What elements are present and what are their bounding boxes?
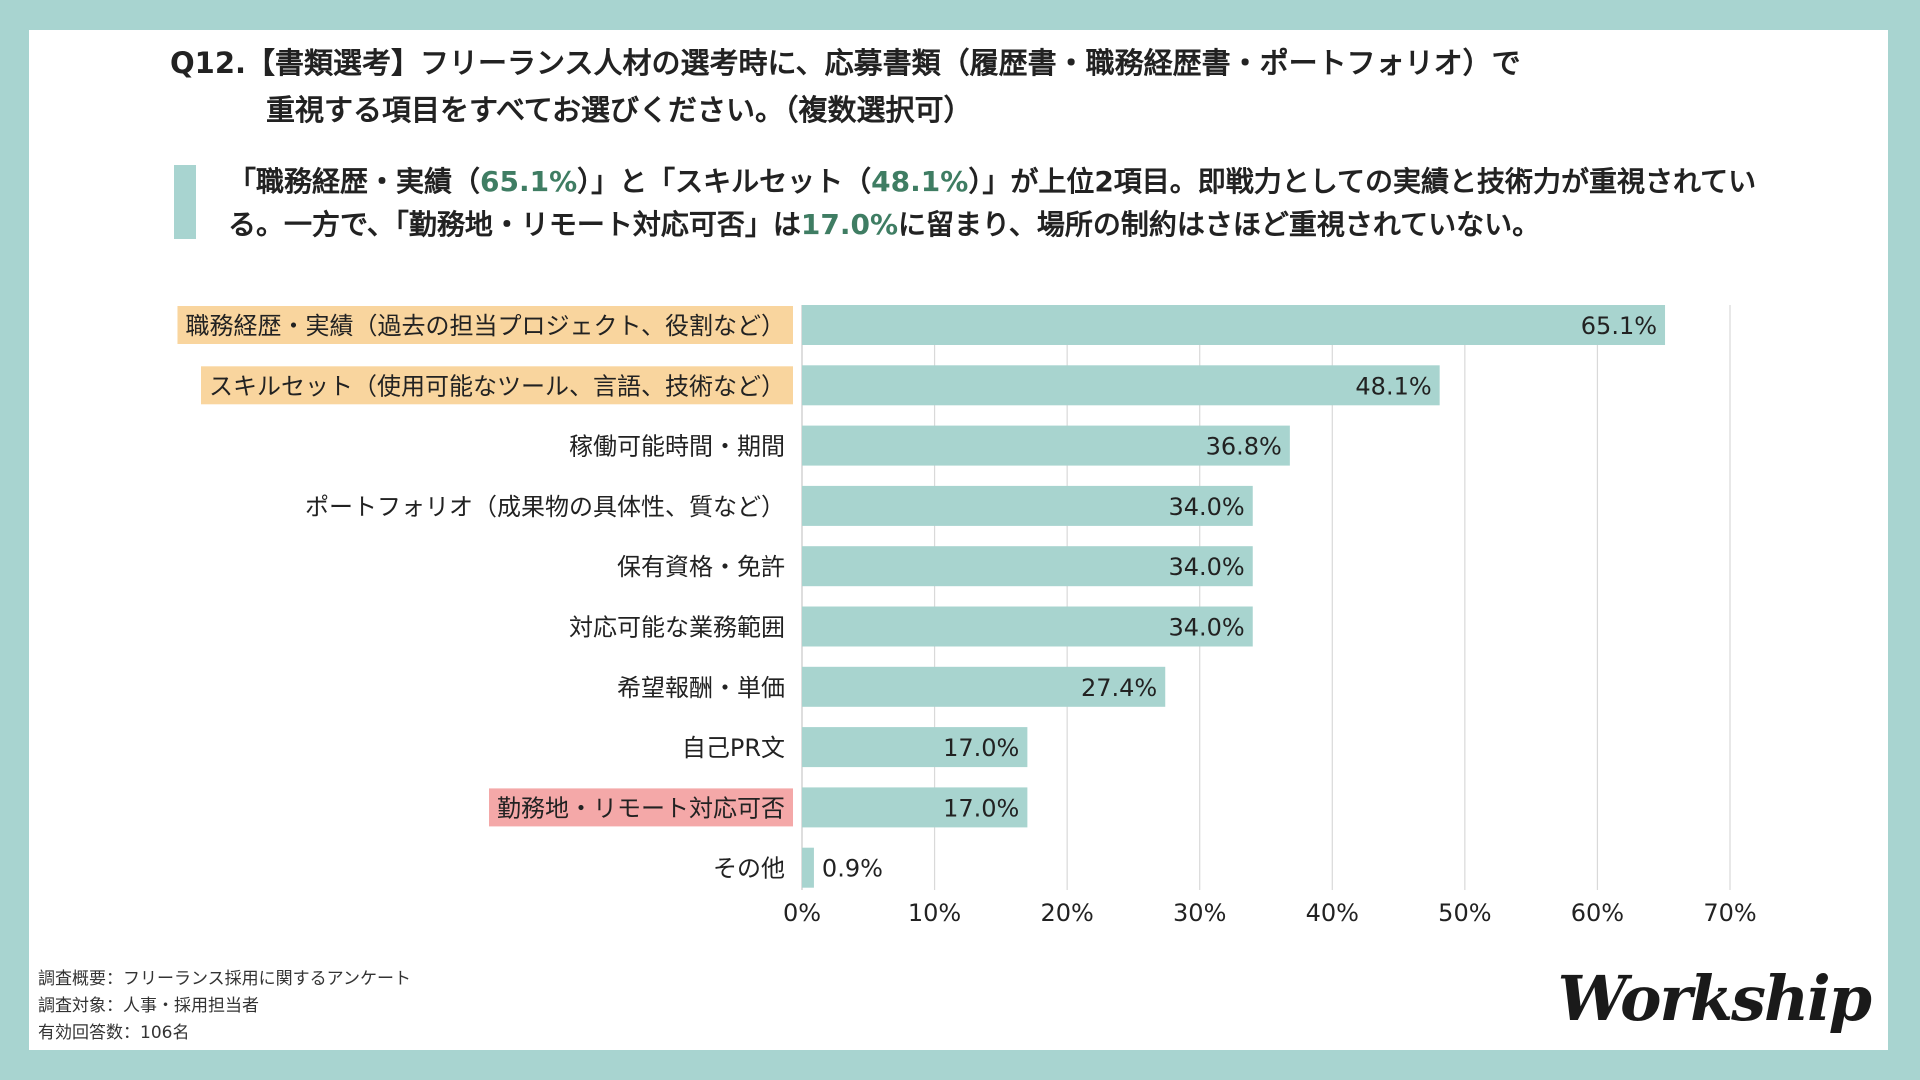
summary-value: 17.0% (800, 208, 899, 241)
data-label: 34.0% (1168, 614, 1244, 642)
category-label: 対応可能な業務範囲 (569, 614, 785, 642)
workship-logo: Workship (1557, 962, 1872, 1035)
category-highlight (201, 366, 793, 405)
bar (802, 485, 1253, 526)
category-highlight (489, 788, 793, 827)
x-tick-label: 40% (1306, 899, 1359, 927)
category-label: 保有資格・免許 (617, 553, 785, 581)
data-label: 27.4% (1081, 674, 1157, 702)
summary-text: 「職務経歴・実績（65.1%）」と「スキルセット（48.1%）」が上位2項目。即… (228, 160, 1798, 246)
x-tick-label: 70% (1703, 899, 1756, 927)
data-label: 0.9% (822, 855, 883, 883)
title-line-2: 重視する項目をすべてお選びください。（複数選択可） (266, 93, 973, 127)
bar (802, 666, 1166, 707)
title-line-1: Q12.【書類選考】フリーランス人材の選考時に、応募書類（履歴書・職務経歴書・ポ… (170, 46, 1521, 80)
x-tick-label: 30% (1173, 899, 1226, 927)
bar (802, 727, 1028, 768)
category-label: 自己PR文 (682, 734, 785, 762)
x-tick-label: 60% (1571, 899, 1624, 927)
summary-part: ）」と「スキルセット（ (577, 165, 872, 198)
data-label: 34.0% (1168, 493, 1244, 521)
category-label: ポートフォリオ（成果物の具体性、質など） (305, 493, 785, 521)
category-highlight (177, 306, 793, 344)
x-tick-label: 10% (908, 899, 961, 927)
category-label: スキルセット（使用可能なツール、言語、技術など） (209, 372, 785, 400)
survey-footer: 調査概要：フリーランス採用に関するアンケート 調査対象：人事・採用担当者 有効回… (38, 966, 411, 1047)
footer-survey-overview: 調査概要：フリーランス採用に関するアンケート (38, 969, 411, 989)
bar (802, 425, 1290, 466)
footer-response-count: 有効回答数：106名 (38, 1023, 190, 1043)
category-label: 勤務地・リモート対応可否 (497, 794, 785, 822)
bar (802, 365, 1440, 406)
slide-card (29, 30, 1888, 1050)
category-label: 希望報酬・単価 (617, 674, 785, 702)
data-label: 65.1% (1581, 312, 1657, 340)
summary-part: に留まり、場所の制約はさほど重視されていない。 (898, 208, 1541, 241)
data-label: 34.0% (1168, 553, 1244, 581)
page-title: Q12.【書類選考】フリーランス人材の選考時に、応募書類（履歴書・職務経歴書・ポ… (170, 40, 1521, 134)
x-tick-label: 0% (783, 899, 821, 927)
data-label: 48.1% (1355, 372, 1431, 400)
summary-part: 「職務経歴・実績（ (228, 165, 481, 198)
data-label: 17.0% (943, 794, 1019, 822)
data-label: 36.8% (1206, 433, 1282, 461)
bar (802, 606, 1253, 647)
data-label: 17.0% (943, 734, 1019, 762)
summary-accent-bar (174, 165, 196, 239)
category-label: その他 (713, 855, 785, 883)
bar (802, 305, 1666, 345)
category-label: 職務経歴・実績（過去の担当プロジェクト、役割など） (185, 312, 785, 340)
summary-value: 65.1% (480, 165, 578, 198)
category-label: 稼働可能時間・期間 (569, 433, 785, 461)
x-tick-label: 20% (1040, 899, 1093, 927)
summary-part: ）」が上位2項目。即戦力としての実績と技術力が重視されている。一方で、「勤務地・… (228, 165, 1757, 241)
footer-survey-target: 調査対象：人事・採用担当者 (38, 996, 259, 1016)
summary-value: 48.1% (871, 165, 969, 198)
bar (802, 847, 814, 888)
bar (802, 787, 1028, 828)
bar (802, 546, 1253, 587)
x-tick-label: 50% (1438, 899, 1491, 927)
